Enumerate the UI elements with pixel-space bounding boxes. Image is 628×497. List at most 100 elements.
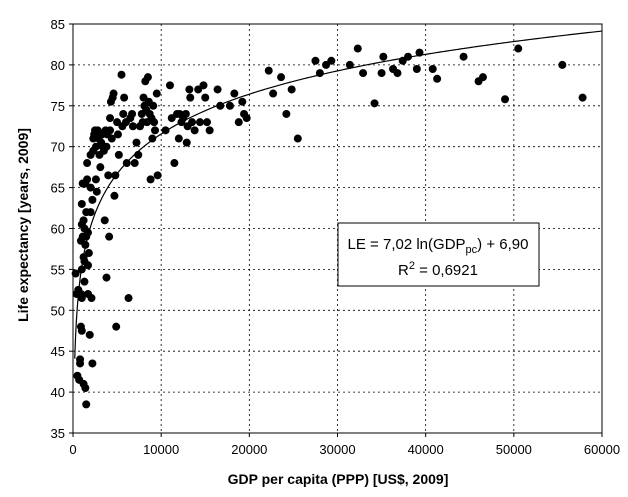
equation-annotation: LE = 7,02 ln(GDPpc) + 6,90 R2 = 0,6921 — [337, 222, 540, 287]
y-tick-label: 60 — [51, 222, 65, 237]
data-point — [112, 322, 121, 331]
data-point — [80, 277, 89, 286]
y-tick-label: 35 — [51, 426, 65, 441]
data-point — [134, 150, 143, 159]
data-point — [92, 187, 101, 196]
x-tick-label: 40000 — [408, 442, 444, 457]
data-point — [428, 64, 437, 73]
data-point — [238, 97, 247, 106]
data-point — [76, 359, 85, 368]
data-point — [152, 89, 161, 98]
equation-line1-prefix: LE = 7,02 ln(GDP — [348, 236, 466, 253]
data-point — [111, 171, 120, 180]
data-point — [195, 118, 204, 127]
data-point — [203, 118, 212, 127]
data-point — [77, 294, 86, 303]
x-tick-label: 10000 — [143, 442, 179, 457]
data-point — [201, 93, 210, 102]
data-point — [225, 101, 234, 110]
data-point — [415, 48, 424, 57]
plot-area-border — [72, 23, 603, 434]
data-point — [234, 118, 243, 127]
y-tick-label: 40 — [51, 385, 65, 400]
data-point — [85, 330, 94, 339]
data-point — [84, 249, 93, 258]
data-point — [501, 95, 510, 104]
data-point — [213, 85, 222, 94]
data-point — [106, 114, 115, 123]
data-point — [269, 89, 278, 98]
data-point — [130, 159, 139, 168]
data-point — [459, 52, 468, 61]
data-point — [109, 89, 118, 98]
data-point — [96, 163, 105, 172]
data-point — [77, 265, 86, 274]
data-point — [181, 109, 190, 118]
data-point — [102, 273, 111, 282]
data-point — [71, 269, 80, 278]
y-tick-label: 85 — [51, 17, 65, 32]
x-tick-label: 0 — [69, 442, 76, 457]
data-point — [359, 69, 368, 78]
data-point — [311, 56, 320, 65]
data-point — [83, 228, 92, 237]
data-point — [149, 101, 158, 110]
data-point — [107, 134, 116, 143]
data-point — [514, 44, 523, 53]
data-point — [199, 81, 208, 90]
data-point — [345, 60, 354, 69]
data-point — [174, 134, 183, 143]
y-tick-label: 75 — [51, 99, 65, 114]
y-tick-label: 50 — [51, 303, 65, 318]
y-tick-label: 65 — [51, 181, 65, 196]
equation-line1-subscript: pc — [466, 244, 478, 256]
data-point — [578, 93, 587, 102]
data-point — [83, 175, 92, 184]
data-point — [88, 359, 97, 368]
data-point — [77, 199, 86, 208]
y-tick-label: 55 — [51, 262, 65, 277]
data-point — [277, 73, 286, 82]
data-point — [81, 384, 90, 393]
data-point — [264, 66, 273, 75]
data-point — [151, 126, 159, 135]
data-point — [100, 216, 109, 225]
data-point — [377, 69, 386, 78]
data-point — [293, 134, 302, 143]
data-point — [110, 191, 119, 200]
data-point — [104, 171, 113, 180]
data-point — [161, 126, 170, 135]
data-point — [86, 208, 95, 217]
data-point — [143, 73, 152, 82]
data-point — [102, 142, 111, 151]
data-point — [119, 109, 128, 118]
data-point — [150, 118, 159, 127]
data-point — [83, 159, 92, 168]
data-point — [153, 171, 162, 180]
data-point — [327, 56, 336, 65]
y-tick-labels: 35 40 45 50 55 60 65 70 75 80 85 — [51, 17, 65, 441]
x-tick-label: 20000 — [231, 442, 267, 457]
data-point — [83, 261, 92, 270]
data-point — [478, 73, 487, 82]
equation-line2: R2 = 0,6921 — [398, 260, 478, 279]
data-point — [353, 44, 362, 53]
data-point — [124, 294, 133, 303]
data-point — [86, 183, 95, 192]
x-tick-label: 30000 — [319, 442, 355, 457]
data-point — [315, 69, 324, 78]
data-point — [113, 130, 122, 139]
data-point — [412, 64, 421, 73]
data-point — [558, 60, 567, 69]
data-point — [230, 89, 239, 98]
data-point — [79, 216, 88, 225]
data-point — [122, 159, 131, 168]
data-point — [165, 81, 174, 90]
data-point — [182, 138, 191, 147]
x-tick-label: 50000 — [496, 442, 532, 457]
data-point — [82, 400, 91, 409]
y-axis-title: Life expectancy [years, 2009] — [15, 128, 31, 322]
equation-line2-suffix: = 0,6921 — [415, 262, 478, 279]
equation-box — [337, 222, 540, 287]
